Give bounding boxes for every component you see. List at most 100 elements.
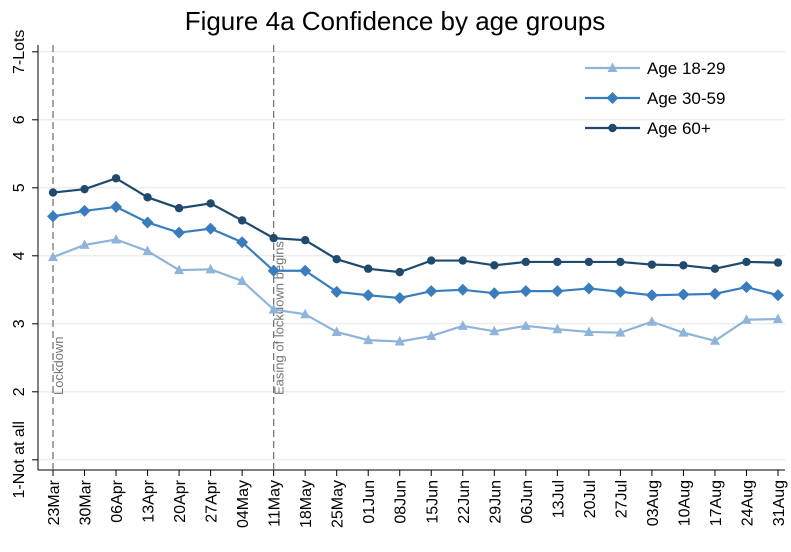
x-tick-label: 06Apr [109,479,126,522]
data-point [111,233,122,244]
x-tick-label: 17Aug [708,480,725,526]
legend-label: Age 60+ [647,119,711,138]
data-point [331,326,342,336]
x-tick-label: 23Mar [46,479,63,525]
data-point [267,264,280,277]
data-point [456,283,469,296]
data-point [300,308,311,319]
data-point [552,323,563,334]
data-point [173,226,186,239]
data-point [710,264,720,273]
data-point [551,285,564,298]
data-point [48,251,58,262]
legend-marker [608,123,617,133]
data-point [584,257,594,267]
data-point [143,193,152,202]
annotation: Easing of lockdown begins [272,241,287,395]
y-tick-label: 2 [11,387,28,396]
x-tick-label: 18May [298,480,315,528]
data-point [393,291,406,304]
data-point [773,258,783,267]
x-tick-label: 11May [267,480,284,527]
data-point [457,320,468,330]
x-tick-label: 06Jun [519,480,536,524]
x-tick-label: 27Jul [613,480,630,518]
data-point [679,261,688,270]
data-point [488,287,501,300]
data-point [614,285,627,298]
x-tick-label: 08Jun [393,480,410,524]
data-point [236,236,249,249]
data-point [427,256,436,265]
data-point [458,256,467,265]
x-tick-label: 27Apr [204,479,221,522]
annotation: Lockdown [51,336,66,395]
x-tick-label: 01Jun [361,480,378,524]
data-point [237,216,247,225]
data-point [204,222,217,235]
data-point [269,233,278,243]
data-point [330,285,343,298]
data-point [645,289,658,302]
x-tick-label: 15Jun [424,480,441,524]
data-point [742,257,751,267]
data-point [362,289,375,302]
data-point [678,327,689,337]
data-point [299,264,312,277]
data-point [174,264,185,275]
data-point [268,304,279,314]
series-line [52,177,779,274]
x-tick-label: 10Aug [676,480,693,526]
data-point [332,255,341,264]
y-tick-label: 3 [11,319,28,328]
data-point [647,260,657,269]
data-point [425,285,438,298]
y-tick-label: 7-Lots [11,30,28,74]
x-tick-label: 13Jul [550,480,567,518]
series-line [52,205,779,300]
data-point [394,335,405,346]
data-point [709,335,720,345]
data-point [47,210,59,223]
y-tick-label: 6 [11,115,28,124]
data-point [395,267,404,277]
x-tick-label: 03Aug [645,480,662,526]
x-tick-label: 30Mar [78,479,95,525]
data-point [110,200,123,213]
chart-title: Figure 4a Confidence by age groups [185,6,606,36]
data-point [553,257,562,267]
legend-marker [606,92,619,104]
x-tick-label: 13Apr [141,479,158,522]
data-point [111,174,121,183]
y-tick-label: 5 [11,183,28,192]
x-tick-label: 22Jun [456,480,473,524]
data-point [773,313,783,324]
data-point [142,245,153,256]
data-point [237,275,248,285]
data-point [174,204,184,213]
data-point [741,314,752,324]
data-point [206,199,215,208]
data-point [519,285,532,298]
data-point [363,334,374,345]
x-tick-label: 20Jul [582,480,599,518]
data-point [79,239,90,249]
data-point [772,289,784,302]
data-point [300,235,310,245]
data-point [489,325,500,336]
data-point [520,320,531,330]
data-point [426,330,437,341]
data-point [80,184,89,194]
data-point [78,204,91,217]
data-point [616,257,625,267]
data-point [48,188,58,197]
data-point [677,288,690,301]
data-point [521,257,531,267]
x-tick-label: 29Jun [487,480,504,524]
legend-label: Age 18-29 [647,59,725,78]
legend-label: Age 30-59 [647,89,725,108]
data-point [141,216,154,229]
x-tick-label: 25May [330,480,347,528]
data-point [708,287,721,300]
